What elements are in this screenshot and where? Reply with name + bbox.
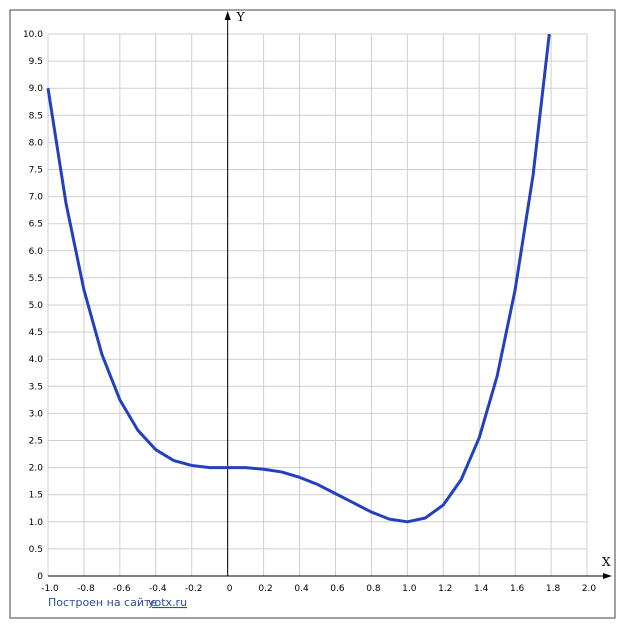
x-tick-label: -0.4 (149, 584, 167, 594)
x-tick-label: -0.2 (185, 584, 203, 594)
x-tick-label: 1.0 (402, 584, 417, 594)
x-tick-label: 1.6 (510, 584, 525, 594)
curve (46, 33, 551, 524)
x-tick-label: 0.6 (330, 584, 345, 594)
x-tick-label: 0 (227, 584, 233, 594)
y-tick-label: 6.5 (29, 220, 43, 230)
y-tick-label: 0 (37, 572, 43, 582)
y-tick-label: 8.5 (29, 111, 43, 121)
y-tick-label: 10.0 (23, 30, 43, 40)
y-tick-label: 9.0 (29, 84, 44, 94)
y-tick-label: 1.5 (29, 491, 43, 501)
y-tick-label: 2.0 (29, 464, 44, 474)
y-tick-label: 0.5 (29, 545, 43, 555)
y-arrow (224, 11, 231, 20)
frame (9, 9, 616, 619)
y-tick-label: 1.0 (29, 518, 44, 528)
footer: Построен на сайте (48, 596, 157, 609)
x-tick-label: 1.2 (438, 584, 452, 594)
footer-link[interactable]: yotx.ru (148, 596, 187, 609)
y-tick-label: 3.5 (29, 382, 43, 392)
x-arrow (603, 573, 612, 579)
x-tick-label: -1.0 (41, 584, 59, 594)
x-tick-label: 1.4 (474, 584, 489, 594)
y-tick-label: 4.5 (29, 328, 43, 338)
y-tick-label: 7.5 (29, 166, 43, 176)
y-tick-label: 7.0 (29, 193, 44, 203)
y-tick-label: 9.5 (29, 57, 43, 67)
x-tick-label: 2.0 (582, 584, 597, 594)
x-tick-label: 0.4 (294, 584, 309, 594)
x-axis-label: X (602, 555, 611, 569)
y-axis-label: Y (236, 10, 246, 24)
x-tick-label: -0.6 (113, 584, 131, 594)
x-tick-label: 0.2 (258, 584, 272, 594)
y-tick-label: 6.0 (29, 247, 44, 257)
y-tick-label: 4.0 (29, 355, 44, 365)
y-tick-label: 8.0 (29, 138, 44, 148)
x-tick-label: 0.8 (366, 584, 381, 594)
y-tick-label: 3.0 (29, 409, 44, 419)
x-tick-label: -0.8 (77, 584, 95, 594)
y-tick-label: 5.5 (29, 274, 43, 284)
y-tick-label: 2.5 (29, 437, 43, 447)
y-tick-label: 5.0 (29, 301, 44, 311)
x-tick-label: 1.8 (546, 584, 561, 594)
